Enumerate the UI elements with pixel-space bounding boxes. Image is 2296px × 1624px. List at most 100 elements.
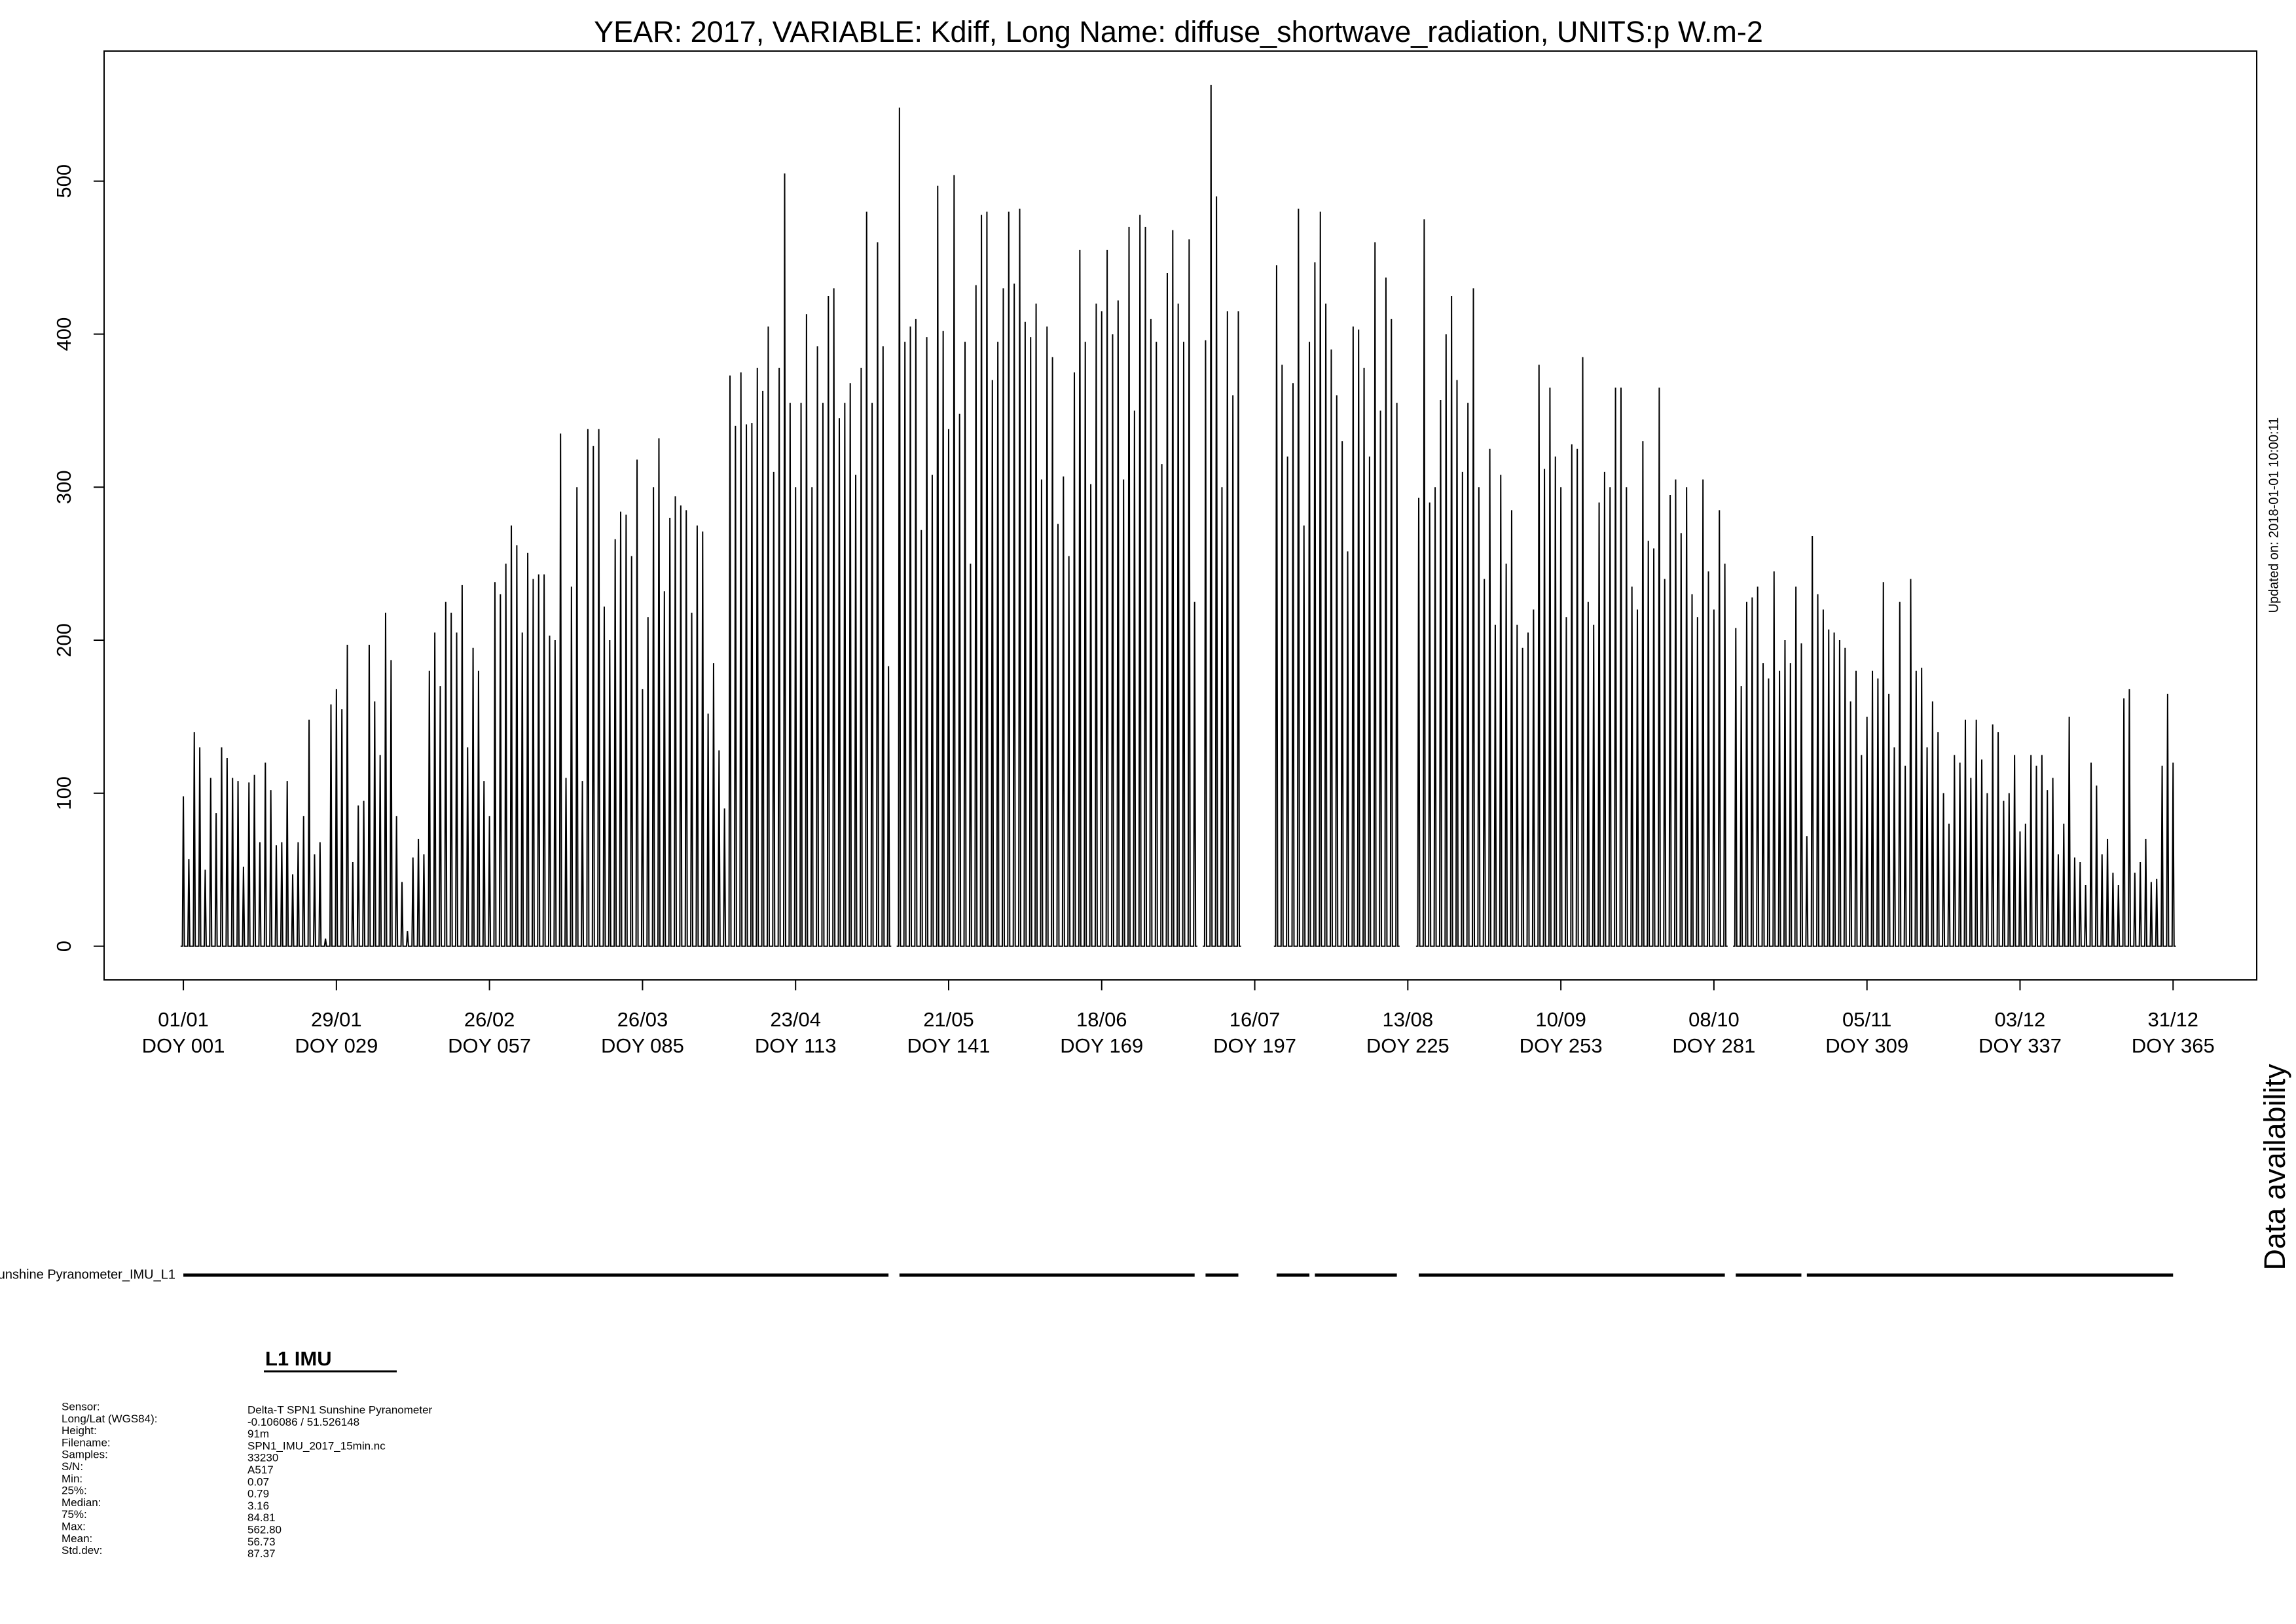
daily-spike	[1394, 403, 1400, 947]
daily-spike	[820, 403, 826, 947]
daily-spike	[558, 433, 564, 947]
daily-spike	[929, 475, 936, 947]
y-tick-label: 400	[52, 317, 75, 352]
daily-spike	[782, 173, 788, 947]
x-tick-label: 01/01	[158, 1008, 209, 1031]
daily-spike	[2028, 755, 2034, 947]
daily-spike	[727, 375, 733, 947]
daily-spike	[1859, 755, 1865, 947]
info-label: S/N:	[62, 1460, 83, 1473]
daily-spike	[672, 496, 678, 947]
daily-spike	[301, 816, 306, 947]
daily-spike	[787, 403, 793, 947]
daily-spike	[230, 778, 236, 947]
daily-spike	[607, 640, 613, 947]
chart-title: YEAR: 2017, VARIABLE: Kdiff, Long Name: …	[594, 15, 1763, 48]
daily-spike	[2115, 885, 2121, 947]
daily-spike	[869, 403, 875, 947]
daily-spike	[1482, 579, 1487, 947]
daily-spike	[235, 781, 241, 947]
daily-spike	[1285, 456, 1290, 947]
x-tick-label: 29/01	[311, 1008, 362, 1031]
x-tick-doy: DOY 001	[142, 1034, 225, 1057]
daily-spike	[268, 790, 274, 947]
daily-spike	[2083, 885, 2088, 947]
daily-spike	[191, 732, 197, 947]
daily-spike	[1361, 367, 1367, 947]
daily-spike	[344, 645, 350, 947]
daily-spike	[1749, 597, 1755, 947]
info-label: Height:	[62, 1424, 97, 1437]
daily-spike	[1952, 755, 1958, 947]
daily-spike	[251, 774, 257, 947]
daily-spike	[2006, 793, 2012, 947]
daily-spike	[2126, 689, 2132, 947]
daily-spike	[2094, 785, 2100, 947]
daily-spike	[1503, 564, 1509, 947]
x-tick-doy: DOY 253	[1520, 1034, 1603, 1057]
daily-spike	[2099, 854, 2105, 947]
daily-spike	[1607, 487, 1613, 947]
daily-spike	[1033, 303, 1039, 947]
daily-spike	[913, 319, 919, 947]
x-tick-label: 26/03	[617, 1008, 668, 1031]
daily-spike	[1180, 342, 1187, 947]
daily-spike	[1831, 632, 1837, 947]
x-tick-doy: DOY 057	[448, 1034, 531, 1057]
daily-spike	[1192, 602, 1197, 947]
daily-spike	[2137, 861, 2143, 947]
daily-spike	[1569, 444, 1575, 947]
daily-spike	[1126, 226, 1132, 947]
x-tick-doy: DOY 029	[295, 1034, 378, 1057]
daily-spike	[935, 185, 941, 947]
daily-spike	[973, 285, 979, 947]
daily-spike	[749, 423, 755, 947]
daily-spike	[759, 390, 766, 947]
daily-spike	[1869, 670, 1876, 947]
daily-spike	[1848, 701, 1853, 947]
daily-spike	[645, 617, 651, 947]
daily-spike	[629, 556, 634, 947]
daily-spike	[940, 331, 946, 947]
daily-spike	[1596, 502, 1602, 947]
daily-spike	[2143, 839, 2149, 947]
info-value: A517	[247, 1464, 274, 1476]
daily-spike	[552, 640, 558, 947]
daily-spike	[1339, 441, 1345, 947]
x-tick-label: 18/06	[1076, 1008, 1127, 1031]
daily-spike	[405, 931, 410, 947]
daily-spike	[1842, 647, 1848, 947]
daily-spike	[503, 564, 509, 947]
daily-spike	[279, 842, 285, 947]
daily-spike	[1213, 196, 1220, 947]
daily-spike	[295, 842, 301, 947]
daily-spike	[470, 647, 476, 947]
daily-spike	[968, 564, 974, 947]
daily-spike	[2159, 765, 2165, 947]
daily-spike	[355, 805, 361, 947]
daily-spike	[1520, 647, 1525, 947]
daily-spike	[1170, 230, 1176, 947]
daily-spike	[1667, 494, 1673, 947]
info-value: 0.79	[247, 1488, 269, 1500]
daily-spike	[1946, 823, 1952, 947]
daily-spike	[1574, 448, 1580, 947]
daily-spike	[431, 632, 438, 947]
daily-spike	[1804, 836, 1810, 947]
daily-spike	[705, 713, 711, 947]
daily-spike	[1366, 456, 1373, 947]
daily-spike	[1230, 395, 1236, 947]
daily-spike	[1356, 329, 1362, 947]
daily-spike	[2121, 698, 2127, 947]
daily-spike	[2132, 873, 2138, 947]
daily-spike	[1694, 617, 1701, 947]
x-tick-doy: DOY 113	[755, 1034, 837, 1057]
daily-spike	[519, 632, 525, 947]
daily-spike	[2001, 801, 2007, 947]
info-label: Min:	[62, 1472, 82, 1485]
daily-spike	[617, 511, 624, 947]
x-tick-label: 08/10	[1688, 1008, 1740, 1031]
daily-spike	[2066, 716, 2072, 947]
daily-spike	[957, 414, 962, 947]
daily-spike	[1624, 487, 1630, 947]
